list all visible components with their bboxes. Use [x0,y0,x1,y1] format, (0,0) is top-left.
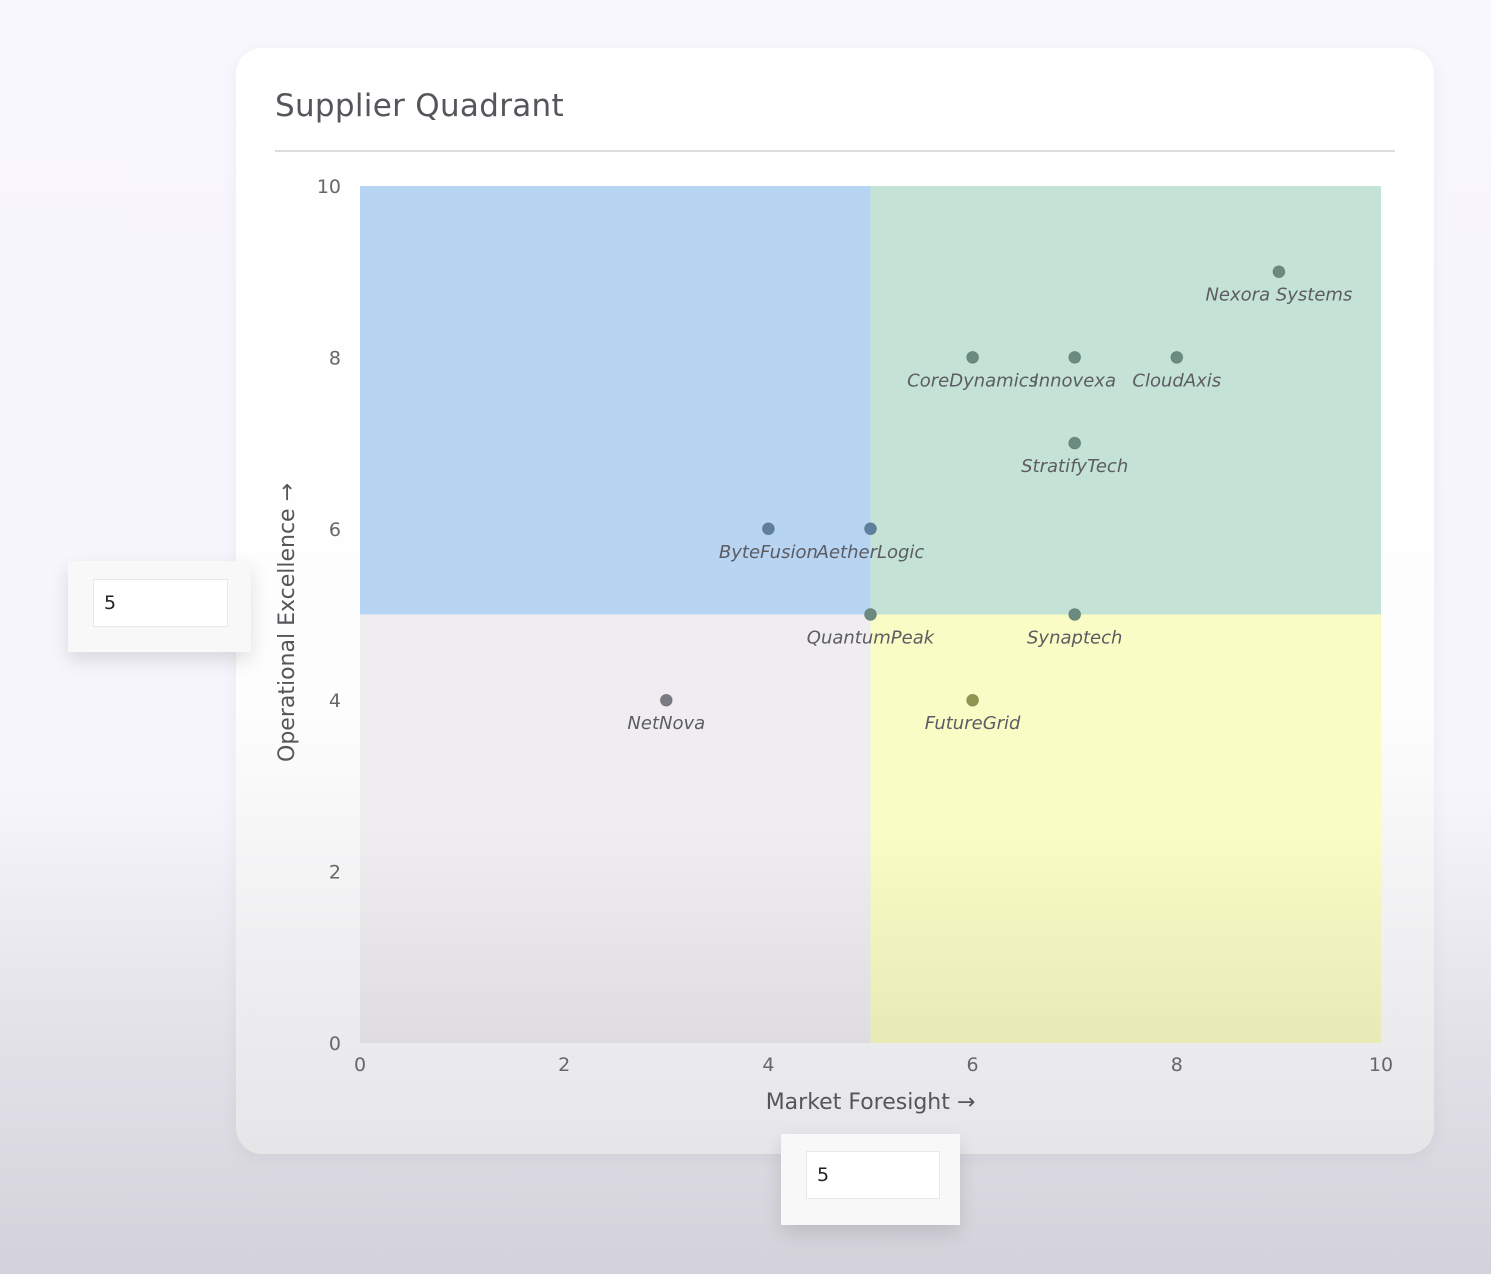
data-point-label: AetherLogic [816,542,925,563]
y-threshold-input[interactable] [93,579,228,627]
data-point-label: CloudAxis [1132,370,1221,391]
x-tick-label: 4 [762,1054,774,1076]
data-point[interactable] [1068,608,1082,621]
y-tick-label: 4 [329,690,341,712]
data-point-label: Nexora Systems [1205,285,1352,306]
x-tick-label: 8 [1171,1054,1183,1076]
x-threshold-panel [781,1134,960,1225]
data-point-label: CoreDynamics [907,370,1038,391]
data-point-label: FutureGrid [925,713,1021,734]
quadrant-backgrounds [360,186,1381,1043]
data-points [659,265,1286,707]
x-axis-ticks: 0 2 4 6 8 10 [354,1054,1393,1076]
data-point[interactable] [1272,265,1286,279]
data-point[interactable] [1068,350,1082,364]
x-tick-label: 10 [1369,1054,1393,1076]
y-tick-label: 0 [329,1033,341,1055]
lower-shade [360,614,1381,1043]
data-point[interactable] [966,350,980,364]
x-threshold-input[interactable] [806,1151,940,1199]
chart-title: Supplier Quadrant [275,88,564,124]
data-point[interactable] [1068,436,1082,450]
y-tick-label: 8 [329,347,341,369]
quadrant-top-right [870,186,1381,615]
data-point-label: NetNova [627,713,705,734]
x-tick-label: 6 [967,1054,979,1076]
data-point[interactable] [864,608,877,621]
data-point[interactable] [761,522,775,536]
x-axis-title: Market Foresight → [766,1090,976,1115]
x-tick-label: 0 [354,1054,366,1076]
quadrant-top-left [360,186,871,615]
data-point[interactable] [1170,350,1184,364]
y-tick-label: 10 [317,176,341,198]
x-tick-label: 2 [558,1054,570,1076]
y-axis-title: Operational Excellence → [275,483,300,762]
data-point[interactable] [864,522,877,536]
title-divider [275,150,1395,152]
data-point-label: ByteFusion [719,542,818,563]
y-axis-ticks: 0 2 4 6 8 10 [317,176,341,1055]
data-point[interactable] [966,693,980,707]
data-point-label: QuantumPeak [807,628,936,649]
y-threshold-panel [68,561,251,652]
y-tick-label: 2 [329,862,341,884]
data-point-label: Innovexa [1033,370,1116,391]
data-point-label: Synaptech [1027,628,1122,649]
data-point-label: StratifyTech [1021,456,1128,477]
y-tick-label: 6 [329,519,341,541]
data-point[interactable] [659,693,673,707]
